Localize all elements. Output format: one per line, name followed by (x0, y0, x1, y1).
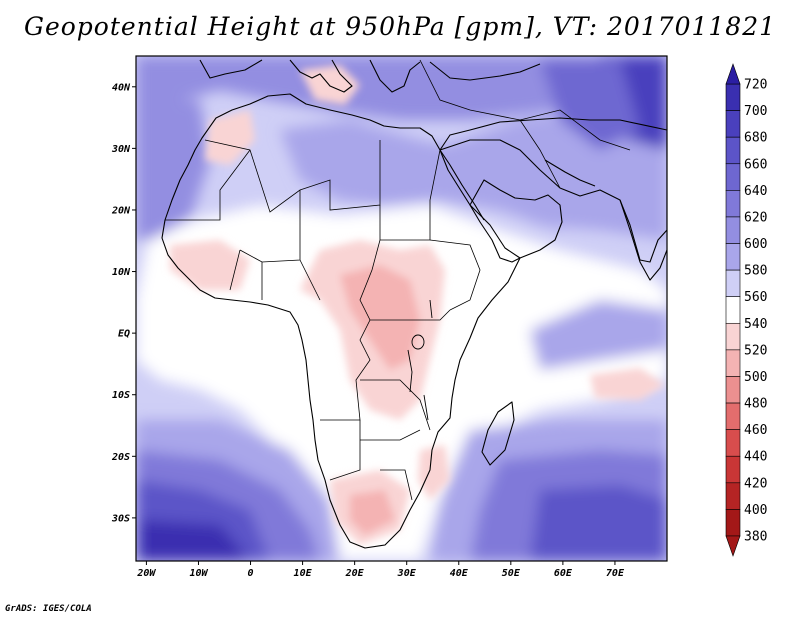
x-tick-label: 20E (345, 568, 365, 579)
colorbar-swatch (725, 269, 741, 298)
x-tick-label: 10W (189, 568, 208, 579)
madagascar-coastline (481, 401, 515, 466)
colorbar-bottom-arrow (725, 535, 741, 557)
field-se-dark (530, 485, 667, 561)
colorbar-swatch (725, 349, 741, 377)
colorbar-swatch (725, 296, 741, 324)
field-italy-low (300, 65, 360, 105)
colorbar-level-label: 700 (744, 104, 767, 119)
y-tick-label: 40N (112, 82, 131, 93)
colorbar-level-label: 520 (744, 343, 767, 358)
colorbar-swatch (725, 322, 741, 351)
colorbar-level-label: 420 (744, 476, 767, 491)
colorbar-level-label: 660 (744, 157, 767, 172)
colorbar-swatch (725, 482, 741, 510)
y-tick-label: 20S (111, 452, 130, 463)
colorbar-swatch (725, 243, 741, 271)
colorbar-level-label: 680 (744, 131, 767, 146)
lakes (407, 299, 433, 421)
y-tick-label: 30N (111, 144, 131, 155)
colorbar-level-label: 440 (744, 450, 767, 465)
y-tick-label: 20N (111, 205, 131, 216)
africa-coastline (161, 93, 521, 549)
colorbar-level-label: 540 (744, 317, 767, 332)
plot-frame (135, 55, 668, 562)
y-tick-label: 10N (112, 267, 131, 278)
colorbar-swatch (725, 190, 741, 218)
colorbar-swatch (725, 216, 741, 244)
colorbar-level-label: 380 (744, 530, 767, 545)
red-sea (439, 149, 485, 221)
grads-credit: GrADS: IGES/COLA (5, 604, 92, 614)
colorbar-swatch (725, 509, 741, 537)
colorbar-swatch (725, 429, 741, 457)
x-tick-label: 20W (136, 568, 156, 579)
colorbar-level-label: 640 (744, 184, 767, 199)
y-tick-label: 10S (112, 390, 130, 401)
india-coast (619, 199, 667, 281)
x-tick-label: 10E (294, 568, 313, 579)
field-indian-ocean-low (590, 368, 665, 400)
colorbar-level-label: 580 (744, 264, 767, 279)
colorbar-swatch (725, 110, 741, 138)
colorbar-top-arrow (725, 63, 741, 85)
colorbar-swatch (725, 376, 741, 404)
persian-gulf (544, 159, 596, 187)
colorbar-level-label: 560 (744, 290, 767, 305)
field-mozambique-low (418, 445, 450, 500)
field-iran (540, 60, 640, 150)
colorbar-swatch (725, 455, 741, 484)
field-north (136, 56, 667, 120)
field-southafrica-low2 (350, 490, 395, 535)
country-borders (165, 59, 631, 501)
map-title: Geopotential Height at 950hPa [gpm], VT:… (23, 12, 777, 41)
field-morocco-low (205, 110, 255, 165)
arabia-south-coast (469, 179, 563, 259)
axis-ticks: 20W 10W 0 10E 20E 30E 40E 50E 60E 70E 40N 30N 20N 10N… (111, 82, 625, 579)
colorbar-level-label: 720 (744, 78, 767, 93)
y-tick-label: 30S (111, 513, 130, 524)
field-central-africa-low2 (340, 265, 420, 370)
y-tick-label: EQ (118, 329, 130, 340)
field-east-indian (530, 300, 667, 370)
x-tick-label: 70E (606, 568, 625, 579)
field-west-africa-low (170, 240, 250, 290)
colorbar-level-label: 480 (744, 397, 767, 412)
field-south-darkest (140, 520, 250, 561)
colorbar-swatch (725, 402, 741, 430)
colorbar: 720 700 680 660 640 620 600 580 560 540 520 500 480 4… (725, 63, 767, 557)
colorbar-level-label: 620 (744, 210, 767, 225)
colorbar-swatch (725, 163, 741, 191)
field-northwest (136, 100, 210, 240)
colorbar-level-label: 400 (744, 503, 767, 518)
height-field (136, 56, 667, 561)
colorbar-swatch (725, 136, 741, 165)
x-tick-label: 40E (450, 568, 469, 579)
europe-coastline (199, 59, 541, 93)
colorbar-level-label: 600 (744, 237, 767, 252)
x-tick-label: 60E (554, 568, 573, 579)
colorbar-swatch (725, 83, 741, 111)
colorbar-level-label: 460 (744, 423, 767, 438)
x-tick-label: 50E (502, 568, 521, 579)
x-tick-label: 0 (248, 568, 254, 579)
colorbar-level-label: 500 (744, 370, 767, 385)
x-tick-label: 30E (397, 568, 417, 579)
